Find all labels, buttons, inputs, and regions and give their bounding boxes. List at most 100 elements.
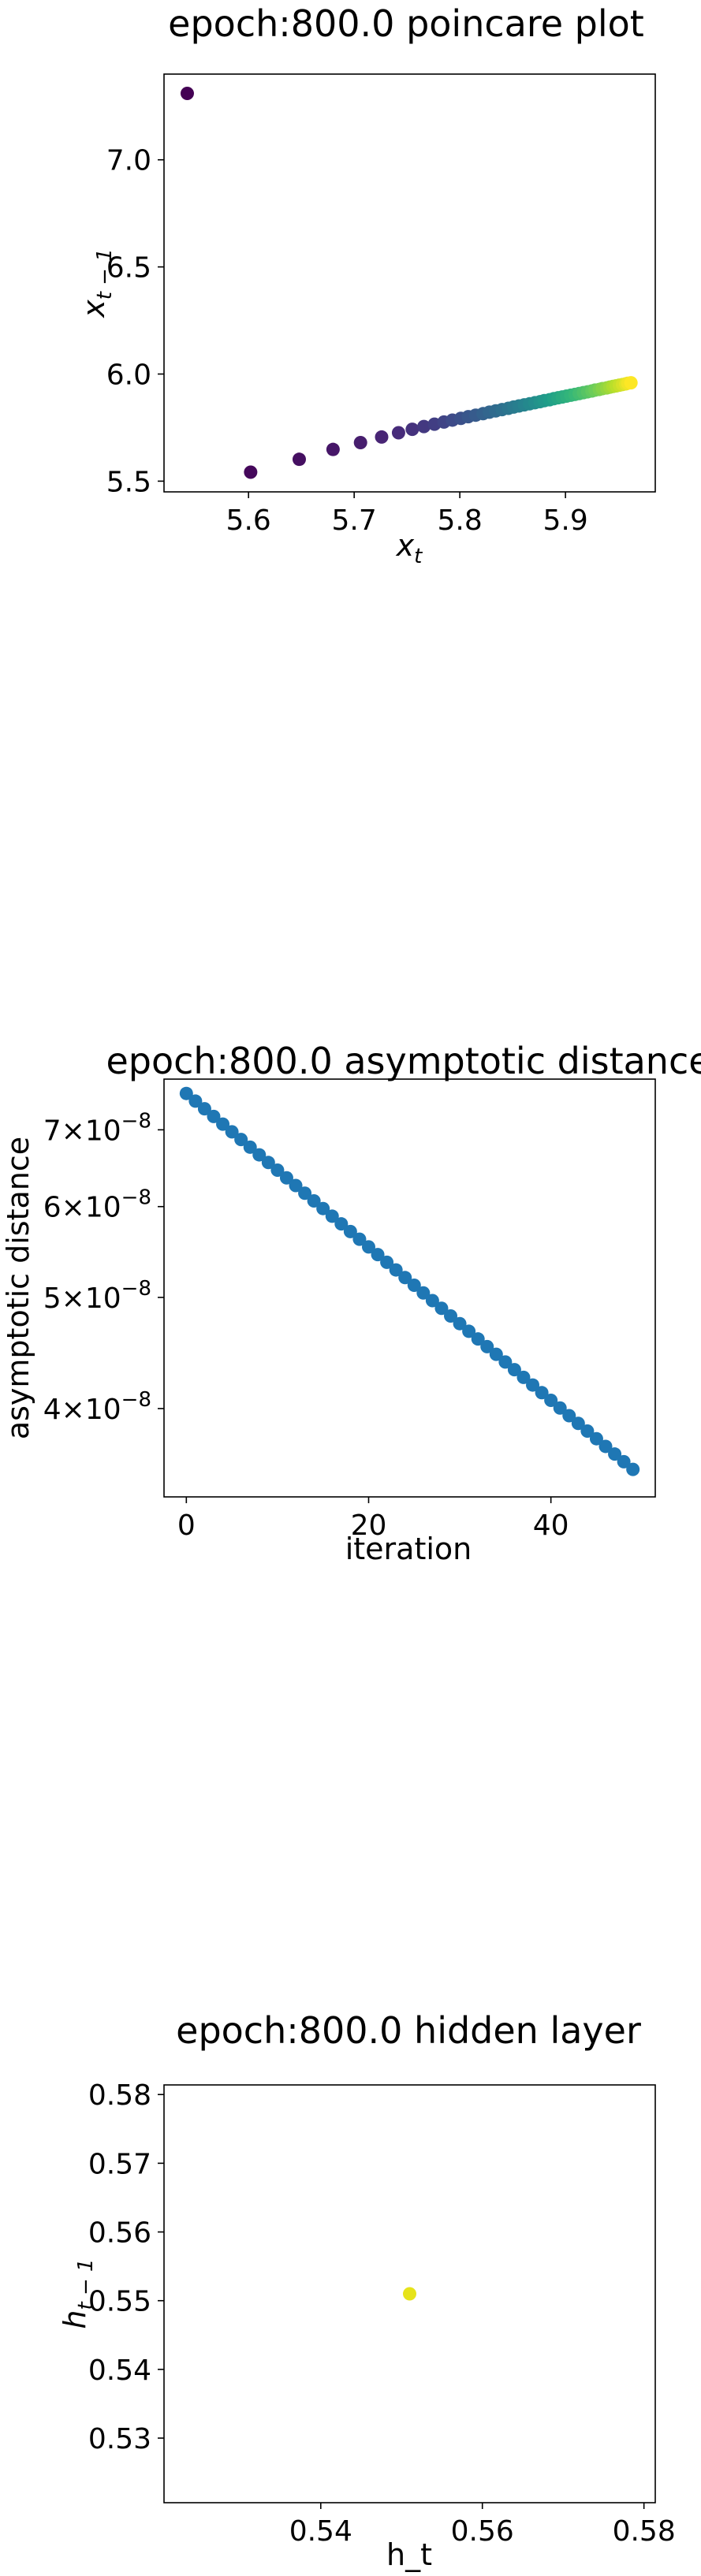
asymptotic-distance-point <box>398 1271 412 1285</box>
asymptotic-distance-x-ticks: 0 20 40 <box>177 1497 569 1542</box>
asymptotic-distance-point <box>416 1286 431 1300</box>
poincare-plot-x-tick-label: 5.9 <box>543 504 587 537</box>
asymptotic-distance-point <box>498 1355 513 1369</box>
asymptotic-distance-point <box>608 1447 622 1461</box>
poincare-plot-point <box>244 465 258 479</box>
poincare-plot-frame <box>163 73 656 493</box>
asymptotic-distance-point <box>197 1102 211 1116</box>
poincare-plot-x-ticks: 5.6 5.7 5.8 5.9 <box>226 492 588 537</box>
asymptotic-distance-point <box>526 1378 540 1392</box>
hidden-layer-x-ticks: 0.54 0.56 0.58 <box>289 2503 676 2548</box>
poincare-plot-x-tick-label: 5.8 <box>438 504 483 537</box>
asymptotic-distance-y-tick-label: 5×10−8 <box>43 1277 151 1315</box>
asymptotic-distance-point <box>553 1401 567 1415</box>
asymptotic-distance-point <box>617 1454 631 1469</box>
hidden-layer-point <box>403 2287 416 2301</box>
hidden-layer-y-axis-label: ht − 1 <box>58 2258 98 2328</box>
hidden-layer-y-ticks: 0.53 0.54 0.55 0.56 0.57 0.58 <box>88 2079 164 2455</box>
asymptotic-distance-point <box>389 1263 403 1277</box>
asymptotic-distance-frame <box>163 1078 656 1498</box>
asymptotic-distance-y-axis-label: asymptotic distance <box>1 1137 35 1439</box>
asymptotic-distance-point <box>234 1133 248 1147</box>
hidden-layer-frame <box>163 2084 656 2503</box>
asymptotic-distance-point <box>462 1324 476 1338</box>
poincare-plot-points <box>180 86 638 479</box>
poincare-plot-x-axis-label: xt <box>396 528 423 568</box>
asymptotic-distance-point <box>407 1279 421 1293</box>
asymptotic-distance-point <box>453 1316 467 1331</box>
asymptotic-distance-point <box>516 1370 531 1384</box>
asymptotic-distance-point <box>471 1332 485 1346</box>
poincare-plot-point <box>391 426 405 440</box>
poincare-plot-y-tick-label: 6.0 <box>106 359 151 392</box>
hidden-layer-x-axis-label: h_t <box>386 2537 432 2572</box>
asymptotic-distance-point <box>361 1240 375 1254</box>
asymptotic-distance-point <box>307 1193 321 1208</box>
asymptotic-distance-point <box>380 1255 394 1269</box>
asymptotic-distance-point <box>434 1301 449 1316</box>
poincare-plot-title: epoch:800.0 poincare plot <box>168 2 644 45</box>
hidden-layer-x-tick-label: 0.58 <box>613 2515 676 2548</box>
asymptotic-distance-point <box>334 1217 349 1231</box>
asymptotic-distance-point <box>289 1178 303 1193</box>
asymptotic-distance-point <box>298 1186 312 1201</box>
hidden-layer-points <box>403 2287 416 2301</box>
asymptotic-distance-x-tick-label: 40 <box>533 1509 569 1542</box>
poincare-plot-point <box>417 419 431 434</box>
poincare-plot-chart: epoch:800.0 poincare plot 5.6 5.7 5.8 5.9 5… <box>76 2 656 568</box>
asymptotic-distance-y-tick-label: 6×10−8 <box>43 1186 151 1224</box>
asymptotic-distance-y-ticks: 4×10−8 5×10−8 6×10−8 7×10−8 <box>43 1109 164 1426</box>
hidden-layer-y-tick-label: 0.55 <box>88 2286 151 2318</box>
hidden-layer-x-tick-label: 0.54 <box>289 2515 352 2548</box>
poincare-plot-x-tick-label: 5.6 <box>226 504 271 537</box>
asymptotic-distance-x-axis-label: iteration <box>345 1532 472 1566</box>
poincare-plot-y-tick-label: 5.5 <box>106 466 151 498</box>
asymptotic-distance-point <box>179 1086 193 1100</box>
asymptotic-distance-y-tick-label: 7×10−8 <box>43 1109 151 1147</box>
poincare-plot-y-axis-label: xt − 1 <box>76 248 117 318</box>
asymptotic-distance-point <box>188 1094 203 1108</box>
asymptotic-distance-point <box>225 1125 239 1139</box>
asymptotic-distance-y-tick-label: 4×10−8 <box>43 1388 151 1426</box>
poincare-plot-y-ticks: 5.5 6.0 6.5 7.0 <box>106 145 164 498</box>
asymptotic-distance-point <box>207 1109 221 1123</box>
poincare-plot-y-tick-label: 6.5 <box>106 252 151 285</box>
poincare-plot-point <box>624 376 638 390</box>
poincare-plot-point <box>353 435 367 449</box>
hidden-layer-y-tick-label: 0.53 <box>88 2423 151 2455</box>
poincare-plot-point <box>375 430 389 444</box>
asymptotic-distance-point <box>489 1347 503 1361</box>
asymptotic-distance-point <box>352 1232 367 1246</box>
asymptotic-distance-point <box>562 1409 576 1423</box>
asymptotic-distance-point <box>270 1163 285 1178</box>
poincare-plot-y-tick-label: 7.0 <box>106 145 151 177</box>
asymptotic-distance-point <box>279 1171 293 1185</box>
hidden-layer-title: epoch:800.0 hidden layer <box>176 2009 641 2052</box>
asymptotic-distance-x-tick-label: 20 <box>351 1509 387 1542</box>
asymptotic-distance-point <box>316 1201 330 1215</box>
hidden-layer-y-tick-label: 0.54 <box>88 2355 151 2387</box>
asymptotic-distance-point <box>544 1394 558 1408</box>
asymptotic-distance-point <box>261 1156 275 1170</box>
asymptotic-distance-point <box>243 1140 257 1154</box>
asymptotic-distance-point <box>535 1386 549 1400</box>
asymptotic-distance-points <box>179 1086 640 1476</box>
poincare-plot-point <box>326 442 340 456</box>
hidden-layer-y-tick-label: 0.57 <box>88 2148 151 2180</box>
asymptotic-distance-point <box>626 1462 640 1476</box>
asymptotic-distance-point <box>252 1148 267 1162</box>
asymptotic-distance-point <box>507 1363 521 1377</box>
asymptotic-distance-point <box>444 1308 458 1323</box>
asymptotic-distance-point <box>589 1431 603 1446</box>
asymptotic-distance-point <box>216 1117 230 1131</box>
asymptotic-distance-point <box>325 1209 339 1223</box>
hidden-layer-y-tick-label: 0.56 <box>88 2217 151 2250</box>
asymptotic-distance-point <box>480 1339 494 1353</box>
asymptotic-distance-point <box>598 1439 613 1454</box>
asymptotic-distance-chart: epoch:800.0 asymptotic distance 0 20 40 4×… <box>1 1040 701 1566</box>
asymptotic-distance-point <box>580 1424 595 1438</box>
poincare-plot-point <box>180 86 194 100</box>
poincare-plot-point <box>405 423 419 437</box>
asymptotic-distance-point <box>425 1294 439 1308</box>
